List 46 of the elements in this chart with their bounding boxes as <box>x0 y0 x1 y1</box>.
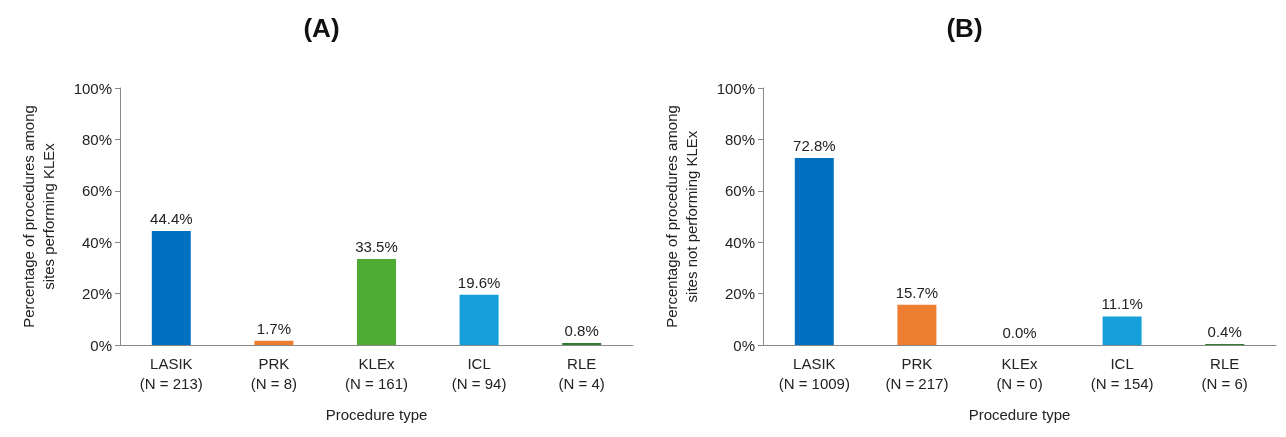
x-tick-label: ICL (N = 154) <box>1090 354 1154 392</box>
data-label: 72.8% <box>793 136 836 154</box>
y-tick-label: 100% <box>716 79 755 97</box>
x-tick-label: RLE (N = 6) <box>1201 354 1248 392</box>
data-label: 0.4% <box>1207 322 1242 340</box>
bar <box>459 294 499 345</box>
y-tick-label: 20% <box>724 285 755 303</box>
y-tick-label: 80% <box>724 130 755 148</box>
data-label: 0.8% <box>564 321 599 339</box>
x-tick-label: KLEx (N = 0) <box>996 354 1043 392</box>
x-tick-label: KLEx (N = 161) <box>345 354 408 392</box>
x-tick-label: LASIK (N = 213) <box>139 354 203 392</box>
y-axis-title: Percentage of procedures among sites not performing KLEx <box>662 105 700 328</box>
y-tick-label: 60% <box>81 182 112 200</box>
bar <box>151 230 191 345</box>
chart-title: (B) <box>946 13 983 43</box>
x-axis-title: Procedure type <box>325 406 428 423</box>
data-label: 1.7% <box>256 319 291 337</box>
data-label: 19.6% <box>457 273 501 291</box>
x-tick-label: ICL (N = 94) <box>451 354 507 392</box>
y-tick-label: 0% <box>733 336 755 354</box>
data-label: 0.0% <box>1002 324 1037 341</box>
y-tick-label: 100% <box>73 79 112 97</box>
x-tick-label: PRK (N = 8) <box>250 354 298 392</box>
bar <box>562 342 602 345</box>
data-label: 33.5% <box>355 237 398 255</box>
bar <box>254 340 294 345</box>
bar <box>1102 316 1142 345</box>
x-tick-label: LASIK (N = 1009) <box>778 354 850 392</box>
bar <box>794 157 834 345</box>
x-tick-label: PRK (N = 217) <box>885 354 949 392</box>
x-tick-label: RLE (N = 4) <box>558 354 605 392</box>
bar <box>897 304 937 345</box>
data-label: 11.1% <box>1101 295 1143 313</box>
y-tick-label: 40% <box>724 233 755 251</box>
data-label: 44.4% <box>150 209 193 227</box>
x-axis-title: Procedure type <box>968 406 1071 423</box>
y-tick-label: 60% <box>724 182 755 200</box>
y-tick-label: 80% <box>81 130 112 148</box>
y-tick-label: 0% <box>90 336 112 354</box>
bar <box>357 258 396 345</box>
y-axis-title: Percentage of procedures among sites performing KLEx <box>19 105 57 328</box>
data-label: 15.7% <box>895 283 939 301</box>
y-tick-label: 20% <box>81 285 112 303</box>
chart-title: (A) <box>303 13 340 43</box>
y-tick-label: 40% <box>81 233 112 251</box>
